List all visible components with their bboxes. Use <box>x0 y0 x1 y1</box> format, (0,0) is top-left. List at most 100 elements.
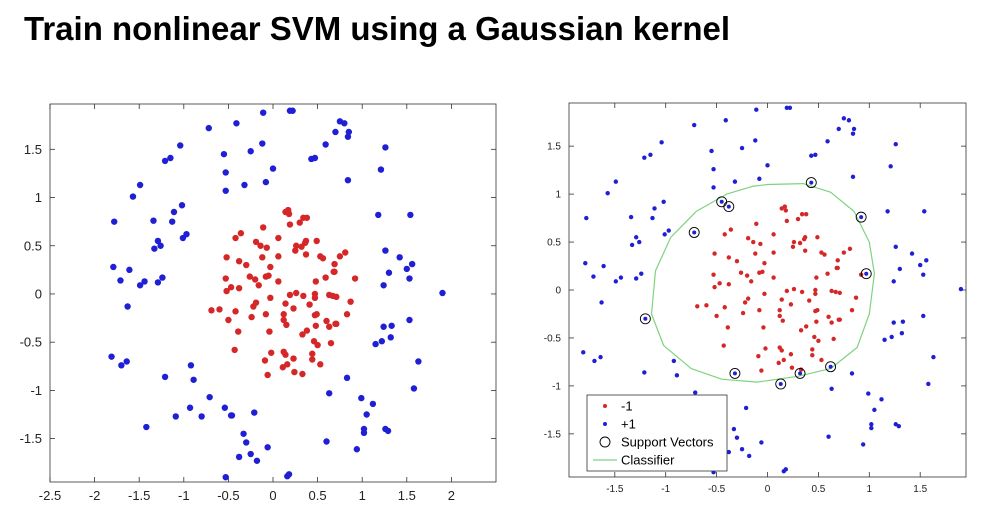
point-class-pos <box>123 358 130 365</box>
point-class-pos <box>343 374 351 382</box>
point-class-pos <box>652 206 657 211</box>
point-class-pos <box>169 218 176 225</box>
point-class-pos <box>141 278 148 285</box>
point-class-pos <box>917 262 923 268</box>
point-class-neg <box>301 239 309 247</box>
point-class-neg <box>227 284 235 291</box>
point-class-neg <box>711 272 716 277</box>
point-class-neg <box>290 355 297 362</box>
point-class-neg <box>722 305 727 310</box>
point-class-neg <box>311 290 319 298</box>
x-tick-label: -1.5 <box>606 484 624 495</box>
point-class-pos <box>666 228 671 233</box>
point-class-pos <box>372 340 379 348</box>
point-class-neg <box>232 234 239 242</box>
point-class-neg <box>757 307 762 313</box>
point-class-pos <box>836 126 841 132</box>
point-class-neg <box>779 297 784 302</box>
point-class-neg <box>248 313 255 321</box>
point-class-neg <box>313 237 320 245</box>
y-tick-label: -1 <box>552 381 561 392</box>
point-class-pos <box>380 323 387 330</box>
legend-box <box>586 394 728 472</box>
legend-label: -1 <box>621 399 633 414</box>
legend-marker-neg <box>603 404 607 408</box>
point-class-neg <box>771 275 776 280</box>
legend-label: +1 <box>621 417 636 432</box>
point-class-pos <box>754 107 759 112</box>
point-class-pos <box>344 176 352 184</box>
point-class-pos <box>846 118 852 123</box>
support-vector-ring <box>639 313 651 325</box>
x-tick-label: 1 <box>867 484 873 495</box>
point-class-neg <box>347 298 354 305</box>
point-class-neg <box>813 291 818 297</box>
point-class-neg <box>286 291 294 299</box>
point-class-pos <box>826 434 831 439</box>
point-class-pos <box>787 105 793 110</box>
point-class-pos <box>711 166 716 172</box>
point-class-pos <box>605 190 610 196</box>
support-vector-point <box>778 381 783 386</box>
point-class-neg <box>819 250 824 255</box>
point-class-pos <box>592 358 597 364</box>
point-class-neg <box>745 236 751 241</box>
point-class-pos <box>406 275 413 282</box>
point-class-neg <box>235 284 243 292</box>
right-chart-svm-classifier: -1.5 -1 -0.5 0 0.5 1 1.5 1.5 1 0.5 0 -0.5 -1 -1.5 -1 +1… <box>544 102 967 495</box>
point-class-pos <box>410 385 418 392</box>
point-class-pos <box>108 353 115 360</box>
point-class-pos <box>396 254 403 261</box>
support-vector-point <box>864 271 869 276</box>
point-class-neg <box>717 281 722 286</box>
point-class-neg <box>810 347 815 352</box>
point-class-pos <box>783 467 789 472</box>
point-class-pos <box>743 405 749 411</box>
y-tick-label: -0.5 <box>20 335 42 350</box>
x-tick-label: 0.5 <box>811 484 825 495</box>
point-class-pos <box>167 154 174 162</box>
point-class-pos <box>813 152 818 157</box>
point-class-neg <box>275 278 282 285</box>
point-class-neg <box>776 360 781 366</box>
point-class-pos <box>891 320 896 325</box>
point-class-pos <box>591 274 596 279</box>
point-class-neg <box>322 274 329 281</box>
point-class-pos <box>897 266 903 272</box>
point-class-neg <box>777 313 782 319</box>
point-class-pos <box>613 179 619 184</box>
x-tick-label: 1.5 <box>398 488 416 503</box>
point-class-neg <box>816 338 821 344</box>
point-class-neg <box>292 242 300 249</box>
point-class-pos <box>110 263 117 271</box>
point-class-neg <box>351 275 359 282</box>
x-tick-label: 1.5 <box>913 484 927 495</box>
point-class-neg <box>712 284 717 290</box>
point-class-pos <box>633 276 639 281</box>
point-class-pos <box>693 390 698 395</box>
point-class-neg <box>791 239 797 245</box>
point-class-pos <box>222 187 229 194</box>
point-class-neg <box>791 286 797 292</box>
point-class-neg <box>243 261 250 269</box>
support-vector-point <box>692 230 697 235</box>
point-class-neg <box>780 318 785 323</box>
point-class-pos <box>439 289 446 297</box>
point-class-neg <box>744 273 750 278</box>
point-class-neg <box>836 317 841 322</box>
point-class-neg <box>296 219 303 226</box>
point-class-neg <box>761 325 766 330</box>
point-class-neg <box>309 350 316 357</box>
point-class-neg <box>225 316 232 324</box>
point-class-neg <box>784 218 790 224</box>
support-vector-ring <box>775 378 787 390</box>
y-tick-label: -1.5 <box>544 429 562 440</box>
point-class-neg <box>275 234 282 242</box>
point-class-pos <box>958 286 964 292</box>
point-class-neg <box>317 361 324 368</box>
point-class-neg <box>309 356 316 363</box>
point-class-pos <box>851 126 857 132</box>
point-class-pos <box>642 370 647 375</box>
point-class-pos <box>186 404 194 411</box>
point-class-pos <box>151 245 158 252</box>
